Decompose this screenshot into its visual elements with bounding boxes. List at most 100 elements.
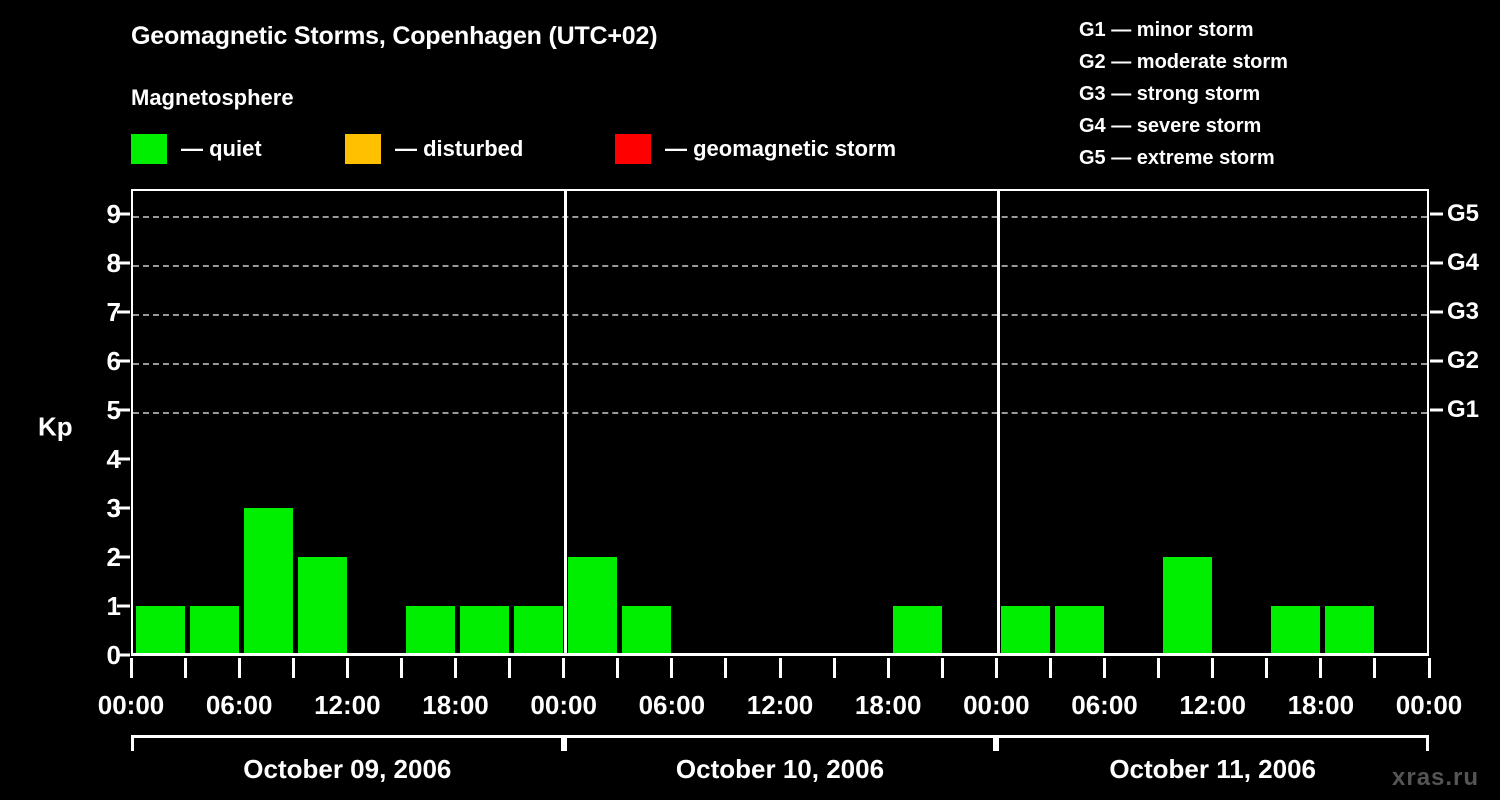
y-axis-tick-label: 1 (106, 590, 121, 621)
x-axis-tick (1157, 658, 1161, 678)
day-label: October 09, 2006 (243, 754, 452, 784)
x-axis-tick (940, 658, 944, 678)
kp-bar (135, 605, 185, 655)
x-axis-tick (832, 658, 836, 678)
x-axis-tick-label: 12:00 (746, 690, 814, 720)
x-axis-tick (1103, 658, 1106, 678)
x-axis-tick-label: 00:00 (963, 690, 1030, 720)
y-axis-tick (117, 604, 130, 608)
gridline (133, 313, 1427, 316)
g-axis-tick (1430, 310, 1443, 314)
legend-entry: — geomagnetic storm (615, 131, 896, 167)
kp-bar (297, 556, 347, 655)
x-axis-baseline (131, 653, 1429, 656)
g-scale-legend-row: G3 — strong storm (1079, 83, 1261, 105)
g-axis-tick (1430, 261, 1443, 265)
kp-bar (1054, 605, 1104, 655)
x-axis-tick (183, 658, 187, 678)
y-axis-tick (117, 212, 130, 216)
day-divider (564, 191, 568, 655)
g-axis-tick (1430, 408, 1443, 412)
x-axis-tick-label: 12:00 (1179, 690, 1246, 720)
g-axis-tick-label: G3 (1447, 297, 1480, 325)
day-divider (996, 191, 1000, 655)
x-axis-tick (237, 658, 241, 678)
y-axis-tick (117, 408, 130, 412)
g-scale-legend: G1 — minor storm G2 — moderate storm G3 — … (1079, 14, 1379, 174)
y-axis-tick-label: 4 (106, 443, 121, 474)
kp-bar (405, 605, 455, 655)
g-axis-tick (1430, 212, 1443, 216)
x-axis-tick (1319, 658, 1323, 678)
kp-bar (1163, 556, 1213, 655)
legend-entry: — quiet (131, 131, 262, 167)
x-axis-tick (724, 658, 728, 678)
y-axis-tick-label: 5 (106, 394, 121, 425)
g-scale-legend-row: G2 — moderate storm (1079, 51, 1288, 73)
day-bracket (131, 735, 564, 751)
x-axis-tick (562, 658, 566, 678)
x-axis-tick (1048, 658, 1052, 678)
y-axis-tick (117, 457, 130, 461)
y-axis-tick-label: 3 (106, 492, 121, 523)
x-axis-tick (345, 658, 349, 678)
quiet-swatch (131, 134, 167, 164)
kp-bar (892, 605, 942, 655)
x-axis-tick (291, 658, 295, 678)
y-axis-tick-label: 6 (106, 345, 121, 376)
y-axis-tick (117, 261, 130, 265)
x-axis-tick (1427, 658, 1431, 678)
page-title: Geomagnetic Storms, Copenhagen (UTC+02) (131, 22, 658, 50)
gridline (133, 264, 1427, 267)
x-axis-tick-label: 18:00 (854, 690, 922, 720)
x-axis-tick (886, 658, 890, 678)
day-label: October 11, 2006 (1109, 754, 1316, 784)
y-axis-tick (117, 359, 130, 363)
y-axis-title: Kp (38, 411, 73, 442)
y-axis-tick (117, 506, 130, 510)
gridline (133, 215, 1427, 218)
x-axis-tick-label: 00:00 (530, 690, 597, 720)
kp-bar (189, 605, 239, 655)
legend-entry-label: — disturbed (395, 136, 524, 161)
x-axis-tick (399, 658, 403, 678)
x-axis-tick (1211, 658, 1215, 678)
plot-area (131, 189, 1429, 655)
x-axis-tick-label: 00:00 (97, 690, 165, 720)
disturbed-swatch (345, 134, 381, 164)
x-axis-tick (994, 658, 998, 678)
x-axis-tick-label: 18:00 (422, 690, 489, 720)
x-axis-tick (670, 658, 674, 678)
kp-bar (568, 556, 618, 655)
kp-bar (243, 507, 293, 655)
x-axis-tick (1373, 658, 1377, 678)
kp-bar (460, 605, 510, 655)
kp-bar (1271, 605, 1321, 655)
x-axis-tick (616, 658, 620, 678)
g-axis-tick-label: G1 (1447, 395, 1480, 423)
magnetosphere-heading: Magnetosphere (131, 85, 294, 110)
legend-entry: — disturbed (345, 131, 523, 167)
g-axis-tick-label: G4 (1447, 248, 1480, 276)
g-scale-legend-row: G4 — severe storm (1079, 115, 1262, 137)
x-axis-tick-label: 12:00 (314, 690, 381, 720)
x-axis-tick-label: 06:00 (205, 690, 273, 720)
day-label: October 10, 2006 (675, 754, 885, 784)
y-axis-tick-label: 7 (106, 296, 121, 327)
kp-bar (1325, 605, 1375, 655)
day-bracket (563, 735, 997, 751)
y-axis-tick (117, 653, 130, 657)
y-axis-tick-label: 9 (106, 198, 121, 229)
x-axis-tick (508, 658, 512, 678)
y-axis-tick-label: 8 (106, 247, 121, 278)
day-bracket (996, 735, 1429, 751)
kp-bar (514, 605, 564, 655)
x-axis-tick (778, 658, 782, 678)
plot-inner (133, 191, 1427, 655)
x-axis-tick (454, 658, 457, 678)
x-axis-tick-label: 06:00 (638, 690, 706, 720)
g-scale-legend-row: G1 — minor storm (1079, 19, 1254, 41)
gridline (133, 362, 1427, 365)
x-axis-tick (129, 658, 133, 678)
kp-bar (1000, 605, 1050, 655)
